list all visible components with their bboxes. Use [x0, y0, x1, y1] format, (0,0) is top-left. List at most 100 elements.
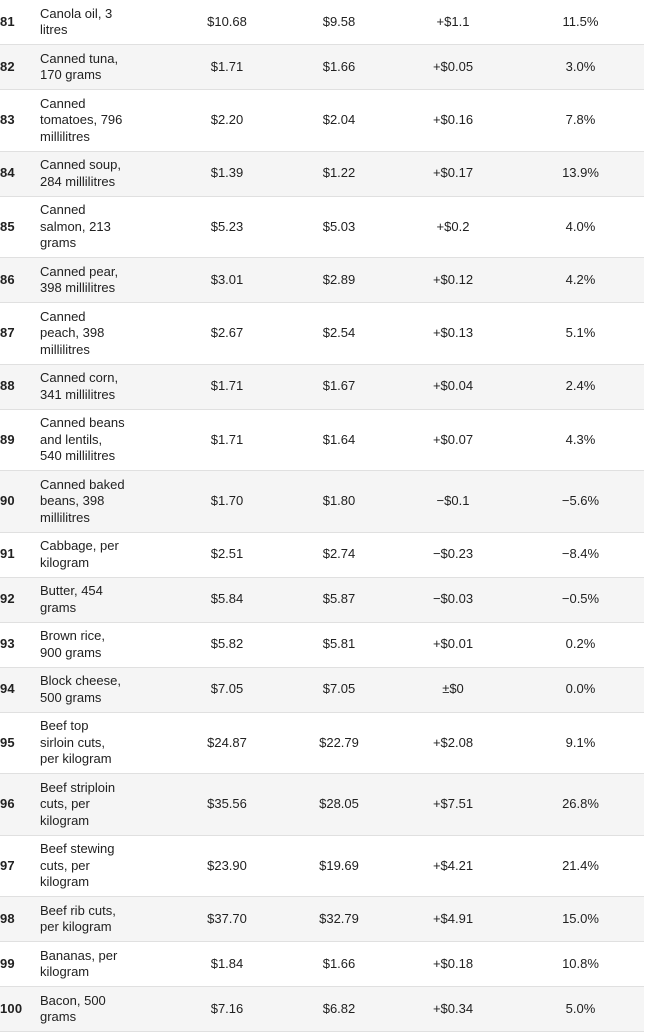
current-price-cell: $7.16 [165, 986, 289, 1032]
percent-change-cell: 4.0% [517, 196, 644, 258]
row-number-cell: 90 [0, 470, 40, 533]
percent-change-cell: 4.3% [517, 409, 644, 471]
current-price-cell: $10.68 [165, 0, 289, 45]
current-price-cell: $24.87 [165, 712, 289, 774]
item-name-cell: Bananas, per kilogram [40, 941, 165, 987]
price-change-cell: +$0.17 [389, 151, 517, 197]
percent-change-cell: 3.0% [517, 44, 644, 90]
previous-price-cell: $2.89 [289, 257, 389, 303]
previous-price-cell: $22.79 [289, 712, 389, 774]
price-change-cell: +$0.05 [389, 44, 517, 90]
previous-price-cell: $5.81 [289, 622, 389, 668]
row-number-cell: 84 [0, 151, 40, 197]
item-name-cell: Beef top sirloin cuts, per kilogram [40, 712, 165, 774]
price-change-cell: +$0.01 [389, 622, 517, 668]
percent-change-cell: 15.0% [517, 896, 644, 942]
previous-price-cell: $1.64 [289, 409, 389, 471]
percent-change-cell: 0.0% [517, 667, 644, 713]
percent-change-cell: 4.2% [517, 257, 644, 303]
price-change-cell: +$0.18 [389, 941, 517, 987]
row-number-cell: 94 [0, 667, 40, 713]
row-number-cell: 88 [0, 364, 40, 410]
row-number-cell: 96 [0, 773, 40, 836]
current-price-cell: $1.39 [165, 151, 289, 197]
percent-change-cell: 9.1% [517, 712, 644, 774]
item-name-cell: Canned pear, 398 millilitres [40, 257, 165, 303]
percent-change-cell: 21.4% [517, 835, 644, 897]
row-number-cell: 97 [0, 835, 40, 897]
table-row: 92 Butter, 454 grams $5.84 $5.87 −$0.03 −0.5% [0, 577, 644, 623]
percent-change-cell: 0.2% [517, 622, 644, 668]
previous-price-cell: $1.22 [289, 151, 389, 197]
table-row: 83 Canned tomatoes, 796 millilitres $2.20 $… [0, 89, 644, 152]
price-change-cell: +$4.21 [389, 835, 517, 897]
item-name-cell: Butter, 454 grams [40, 577, 165, 623]
item-name-cell: Brown rice, 900 grams [40, 622, 165, 668]
current-price-cell: $23.90 [165, 835, 289, 897]
previous-price-cell: $2.74 [289, 532, 389, 578]
price-change-cell: +$0.16 [389, 89, 517, 152]
item-name-cell: Canned peach, 398 millilitres [40, 302, 165, 365]
table-row: 86 Canned pear, 398 millilitres $3.01 $2.89… [0, 257, 644, 303]
current-price-cell: $37.70 [165, 896, 289, 942]
previous-price-cell: $1.80 [289, 470, 389, 533]
item-name-cell: Canned soup, 284 millilitres [40, 151, 165, 197]
current-price-cell: $5.84 [165, 577, 289, 623]
previous-price-cell: $9.58 [289, 0, 389, 45]
current-price-cell: $1.84 [165, 941, 289, 987]
table-row: 84 Canned soup, 284 millilitres $1.39 $1.22… [0, 151, 644, 197]
table-row: 98 Beef rib cuts, per kilogram $37.70 $32.7… [0, 896, 644, 942]
price-change-cell: +$2.08 [389, 712, 517, 774]
row-number-cell: 87 [0, 302, 40, 365]
percent-change-cell: 2.4% [517, 364, 644, 410]
percent-change-cell: 11.5% [517, 0, 644, 45]
row-number-cell: 82 [0, 44, 40, 90]
previous-price-cell: $7.05 [289, 667, 389, 713]
previous-price-cell: $6.82 [289, 986, 389, 1032]
table-row: 90 Canned baked beans, 398 millilitres $1.… [0, 470, 644, 533]
table-row: 99 Bananas, per kilogram $1.84 $1.66 +$0.18 1… [0, 941, 644, 987]
item-name-cell: Canned tomatoes, 796 millilitres [40, 89, 165, 152]
current-price-cell: $3.01 [165, 257, 289, 303]
table-row: 96 Beef striploin cuts, per kilogram $35.5… [0, 773, 644, 836]
row-number-cell: 98 [0, 896, 40, 942]
current-price-cell: $1.71 [165, 409, 289, 471]
price-change-cell: −$0.1 [389, 470, 517, 533]
row-number-cell: 92 [0, 577, 40, 623]
price-change-cell: +$0.04 [389, 364, 517, 410]
item-name-cell: Cabbage, per kilogram [40, 532, 165, 578]
price-change-cell: +$0.13 [389, 302, 517, 365]
price-change-cell: +$0.07 [389, 409, 517, 471]
current-price-cell: $5.82 [165, 622, 289, 668]
percent-change-cell: 5.1% [517, 302, 644, 365]
price-change-cell: +$1.1 [389, 0, 517, 45]
table-row: 89 Canned beans and lentils, 540 millilit… [0, 409, 644, 471]
table-row: 82 Canned tuna, 170 grams $1.71 $1.66 +$0.05… [0, 44, 644, 90]
price-change-cell: +$0.12 [389, 257, 517, 303]
previous-price-cell: $2.04 [289, 89, 389, 152]
row-number-cell: 100 [0, 986, 40, 1032]
item-name-cell: Canned tuna, 170 grams [40, 44, 165, 90]
table-row: 93 Brown rice, 900 grams $5.82 $5.81 +$0.01 0… [0, 622, 644, 668]
row-number-cell: 89 [0, 409, 40, 471]
item-name-cell: Beef rib cuts, per kilogram [40, 896, 165, 942]
percent-change-cell: 26.8% [517, 773, 644, 836]
table-row: 97 Beef stewing cuts, per kilogram $23.90 $… [0, 835, 644, 897]
row-number-cell: 86 [0, 257, 40, 303]
percent-change-cell: 13.9% [517, 151, 644, 197]
item-name-cell: Beef stewing cuts, per kilogram [40, 835, 165, 897]
row-number-cell: 93 [0, 622, 40, 668]
current-price-cell: $2.51 [165, 532, 289, 578]
item-name-cell: Canola oil, 3 litres [40, 0, 165, 45]
current-price-cell: $1.71 [165, 364, 289, 410]
table-row: 88 Canned corn, 341 millilitres $1.71 $1.67… [0, 364, 644, 410]
price-change-cell: +$4.91 [389, 896, 517, 942]
current-price-cell: $5.23 [165, 196, 289, 258]
price-change-cell: ±$0 [389, 667, 517, 713]
item-name-cell: Block cheese, 500 grams [40, 667, 165, 713]
price-change-cell: +$0.2 [389, 196, 517, 258]
row-number-cell: 99 [0, 941, 40, 987]
item-name-cell: Bacon, 500 grams [40, 986, 165, 1032]
current-price-cell: $7.05 [165, 667, 289, 713]
